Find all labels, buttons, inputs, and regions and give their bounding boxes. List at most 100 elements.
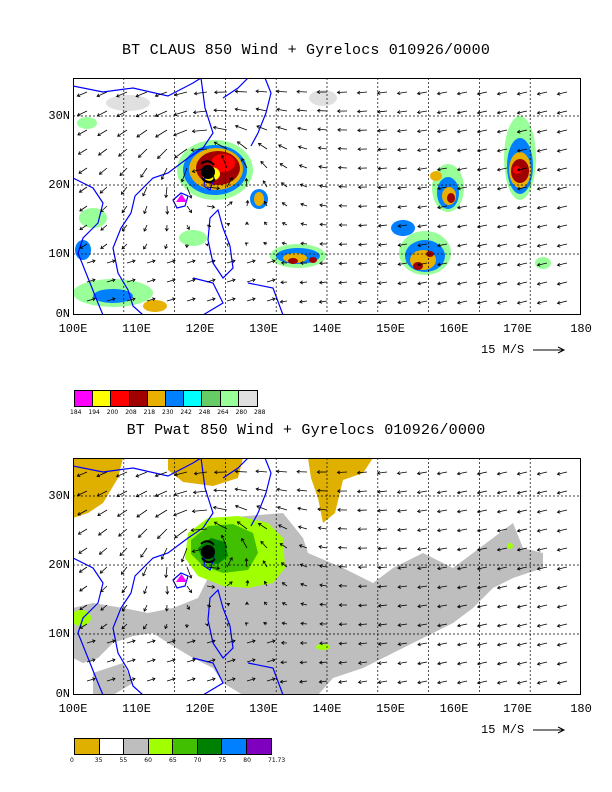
- wind-vector-head: [556, 661, 561, 666]
- wind-vector: [517, 262, 528, 266]
- wind-vector-head: [556, 300, 561, 305]
- wind-vector: [186, 298, 196, 302]
- wind-vector: [235, 125, 248, 131]
- wind-vector: [557, 680, 568, 684]
- wind-vector: [138, 148, 148, 158]
- wind-vector: [100, 224, 108, 231]
- wind-vector-head: [536, 110, 541, 115]
- wind-vector: [457, 566, 468, 570]
- wind-vector: [297, 127, 308, 131]
- lon-label: 180: [570, 702, 592, 716]
- panel2-colorbar: [74, 738, 272, 755]
- panel1-map: [73, 78, 581, 315]
- wind-vector: [264, 581, 268, 587]
- wind-vector: [166, 298, 176, 302]
- wind-vector-head: [212, 505, 217, 510]
- wind-vector: [457, 547, 468, 551]
- wind-vector: [173, 509, 188, 516]
- wind-vector-head: [338, 184, 342, 189]
- wind-vector-head: [296, 89, 300, 94]
- wind-vector: [398, 623, 408, 626]
- wind-vector: [517, 300, 528, 304]
- wind-vector: [397, 547, 408, 550]
- wind-vector-head: [172, 639, 176, 644]
- wind-vector: [517, 110, 528, 114]
- wind-vector: [557, 661, 568, 665]
- wind-vector-head: [416, 528, 421, 533]
- panel2-map-svg: [73, 458, 581, 695]
- wind-vector-head: [496, 642, 501, 647]
- panel1-vector-scale-label: 15 M/S: [481, 343, 525, 357]
- wind-vector: [181, 167, 188, 182]
- wind-vector: [142, 566, 148, 576]
- wind-vector: [358, 224, 368, 226]
- wind-vector: [258, 143, 268, 150]
- lon-label: 110E: [122, 702, 151, 716]
- wind-vector-head: [255, 89, 259, 94]
- wind-vector-head: [279, 299, 284, 304]
- wind-vector-head: [245, 199, 250, 204]
- panel2-wind-vectors: [76, 469, 568, 685]
- wind-vector-head: [476, 509, 481, 514]
- wind-vector-head: [119, 172, 124, 177]
- panel1-gridlines: [73, 78, 581, 315]
- wind-vector: [397, 528, 408, 531]
- wind-vector-head: [78, 550, 82, 554]
- wind-vector: [297, 507, 308, 511]
- wind-vector-head: [397, 642, 402, 647]
- wind-vector: [537, 566, 548, 570]
- wind-vector: [146, 678, 156, 682]
- wind-vector: [117, 509, 128, 517]
- lon-label: 150E: [376, 702, 405, 716]
- wind-vector: [497, 471, 508, 475]
- wind-vector: [246, 260, 256, 264]
- wind-vector-head: [173, 512, 177, 517]
- wind-vector-head: [397, 224, 402, 228]
- wind-vector-head: [77, 531, 82, 535]
- wind-vector-head: [516, 528, 521, 533]
- wind-vector: [537, 224, 548, 228]
- wind-vector: [477, 642, 488, 646]
- wind-vector-head: [476, 585, 481, 590]
- wind-vector-head: [476, 604, 481, 609]
- wind-vector: [377, 91, 388, 94]
- wind-vector: [397, 471, 408, 474]
- wind-vector-head: [232, 639, 236, 644]
- wind-vector: [299, 544, 308, 549]
- wind-vector: [497, 224, 508, 228]
- wind-vector: [457, 490, 468, 494]
- wind-vector-head: [112, 639, 116, 644]
- wind-vector: [417, 91, 428, 95]
- wind-vector-head: [338, 242, 343, 247]
- wind-vector-head: [417, 623, 421, 628]
- lon-label: 160E: [439, 702, 469, 716]
- wind-vector: [477, 490, 488, 494]
- wind-vector-head: [496, 566, 501, 571]
- wind-vector-head: [376, 470, 381, 475]
- wind-vector-head: [135, 93, 140, 98]
- wind-vector-head: [226, 223, 231, 227]
- wind-vector: [497, 243, 508, 247]
- wind-vector: [191, 528, 208, 531]
- wind-vector-head: [255, 487, 260, 492]
- wind-vector-head: [281, 582, 286, 586]
- wind-vector-head: [152, 259, 156, 264]
- wind-vector: [417, 148, 428, 151]
- wind-vector-head: [174, 472, 178, 477]
- colorbar-label: 71.73: [268, 757, 286, 764]
- wind-vector: [235, 91, 248, 93]
- wind-vector: [497, 604, 508, 608]
- wind-vector-head: [536, 243, 541, 248]
- wind-vector: [237, 141, 248, 150]
- wind-vector-head: [97, 132, 101, 136]
- wind-vector: [537, 471, 548, 475]
- wind-vector: [161, 167, 168, 180]
- wind-vector: [116, 110, 128, 117]
- wind-vector: [417, 661, 428, 665]
- wind-vector-head: [244, 177, 249, 182]
- wind-vector: [235, 108, 248, 112]
- wind-vector: [186, 186, 192, 199]
- wind-vector: [437, 623, 448, 627]
- wind-vector: [457, 224, 468, 228]
- wind-vector: [397, 509, 408, 512]
